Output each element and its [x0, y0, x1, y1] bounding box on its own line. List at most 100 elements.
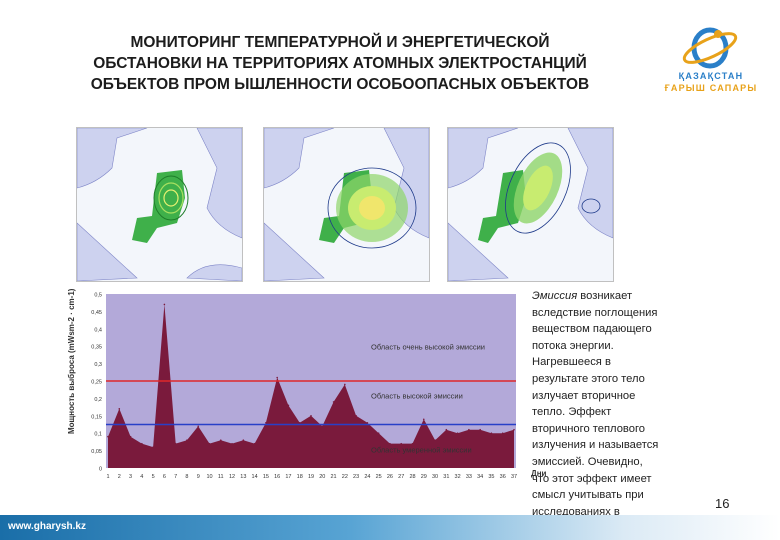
x-tick-label: 31 — [443, 474, 449, 480]
data-point — [310, 415, 312, 417]
x-tick-label: 30 — [432, 474, 438, 480]
y-tick-label: 0 — [99, 467, 102, 473]
data-point — [513, 428, 515, 431]
x-tick-label: 4 — [140, 474, 143, 480]
page-title: МОНИТОРИНГ ТЕМПЕРАТУРНОЙ И ЭНЕРГЕТИЧЕСКО… — [30, 32, 650, 95]
x-tick-label: 26 — [387, 474, 393, 480]
footer-url[interactable]: www.gharysh.kz — [8, 521, 86, 532]
data-point — [411, 442, 414, 445]
data-point — [389, 442, 391, 445]
data-point — [152, 446, 154, 448]
y-tick-label: 0,2 — [94, 397, 102, 403]
x-tick-label: 18 — [297, 474, 303, 480]
x-tick-label: 20 — [319, 474, 325, 480]
data-point — [298, 421, 301, 424]
data-point — [422, 418, 425, 421]
thermal-map-3 — [447, 127, 614, 282]
title-line-3: ОБЪЕКТОВ ПРОМ ЫШЛЕННОСТИ ОСОБООПАСНЫХ ОБ… — [90, 76, 590, 93]
y-tick-label: 0,45 — [91, 310, 102, 316]
x-tick-label: 36 — [500, 474, 506, 480]
data-point — [186, 439, 188, 441]
x-tick-label: 11 — [218, 474, 224, 480]
data-point — [321, 425, 324, 428]
page-number: 16 — [715, 496, 730, 511]
x-tick-label: 32 — [455, 474, 461, 480]
x-axis-label: Дни — [531, 469, 547, 478]
data-point — [197, 425, 200, 428]
data-point — [141, 442, 143, 445]
x-tick-label: 12 — [229, 474, 235, 480]
data-point — [445, 428, 448, 431]
x-tick-label: 14 — [252, 474, 258, 480]
x-tick-label: 5 — [152, 474, 155, 480]
x-tick-label: 29 — [421, 474, 427, 480]
x-tick-label: 21 — [330, 474, 336, 480]
y-axis-label: Мощность выброса (mWsm-2 · cm-1) — [67, 288, 76, 434]
logo-text-2: ҒАРЫШ САПАРЫ — [664, 83, 758, 93]
title-line-2: ОБСТАНОВКИ НА ТЕРРИТОРИЯХ АТОМНЫХ ЭЛЕКТР… — [93, 55, 587, 72]
x-tick-label: 34 — [477, 474, 483, 480]
y-tick-label: 0,3 — [94, 362, 102, 368]
y-tick-label: 0,1 — [94, 432, 102, 438]
x-tick-label: 23 — [353, 474, 359, 480]
data-point — [231, 442, 233, 445]
data-point — [253, 442, 256, 445]
x-tick-label: 24 — [364, 474, 370, 480]
y-tick-label: 0,4 — [94, 327, 102, 333]
data-point — [479, 428, 481, 431]
zone-annotation: Область очень высокой эмиссии — [371, 343, 485, 352]
data-point — [490, 432, 493, 434]
data-point — [400, 442, 403, 445]
data-point — [118, 408, 121, 410]
logo-text-1: ҚАЗАҚСТАН — [678, 71, 744, 81]
y-tick-label: 0,5 — [94, 293, 102, 299]
zone-annotation: Область высокой эмиссии — [371, 391, 463, 400]
y-tick-label: 0,35 — [91, 345, 102, 351]
x-tick-label: 16 — [274, 474, 280, 480]
title-line-1: МОНИТОРИНГ ТЕМПЕРАТУРНОЙ И ЭНЕРГЕТИЧЕСКО… — [130, 34, 550, 51]
data-point — [163, 303, 166, 306]
x-tick-label: 27 — [398, 474, 404, 480]
x-tick-label: 3 — [129, 474, 132, 480]
data-point — [265, 421, 267, 424]
data-point — [377, 432, 380, 434]
x-tick-label: 17 — [285, 474, 291, 480]
data-point — [355, 415, 357, 417]
emission-chart: Область очень высокой эмиссии Область выс… — [66, 282, 521, 487]
data-point — [219, 439, 222, 441]
thermal-map-2 — [263, 127, 430, 282]
description-term: Эмиссия — [532, 290, 578, 302]
x-tick-label: 22 — [342, 474, 348, 480]
x-tick-label: 13 — [240, 474, 246, 480]
x-tick-label: 10 — [206, 474, 212, 480]
kazakhstan-gharysh-logo — [682, 27, 738, 69]
data-point — [468, 428, 470, 431]
x-tick-label: 15 — [263, 474, 269, 480]
x-tick-label: 2 — [118, 474, 121, 480]
x-tick-label: 35 — [488, 474, 494, 480]
data-point — [276, 376, 278, 379]
x-tick-label: 33 — [466, 474, 472, 480]
emission-chart-svg: Область очень высокой эмиссии Область выс… — [67, 288, 517, 480]
x-tick-label: 25 — [376, 474, 382, 480]
x-tick-label: 28 — [409, 474, 415, 480]
data-point — [107, 435, 109, 438]
x-tick-label: 37 — [511, 474, 517, 480]
data-point — [208, 442, 211, 445]
x-tick-label: 9 — [197, 474, 200, 480]
x-tick-label: 8 — [185, 474, 188, 480]
emission-area-series — [108, 304, 514, 468]
data-point — [501, 432, 504, 434]
x-tick-label: 7 — [174, 474, 177, 480]
data-point — [174, 442, 177, 445]
x-tick-label: 1 — [106, 474, 109, 480]
data-point — [344, 383, 346, 386]
data-point — [287, 404, 290, 407]
zone-annotation: Область умеренной эмиссии — [371, 445, 472, 454]
description-text: возникает вследствие поглощения вещество… — [532, 290, 659, 534]
footer-bar — [0, 515, 780, 540]
data-point — [129, 435, 132, 438]
data-point — [456, 432, 459, 434]
data-point — [242, 439, 245, 441]
data-point — [332, 401, 335, 403]
